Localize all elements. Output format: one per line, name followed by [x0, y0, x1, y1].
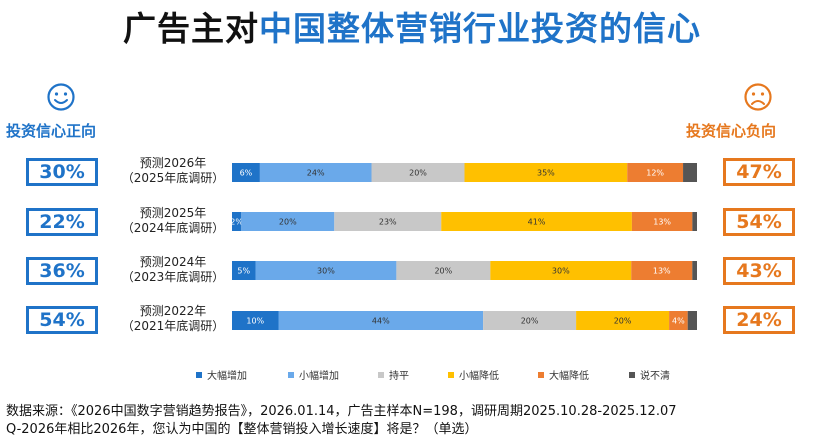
legend-item: 小幅增加	[288, 367, 339, 382]
bar-segment-label: 20%	[614, 317, 632, 326]
frowning-face-icon	[744, 83, 772, 111]
row-label: 预测2025年 （2024年底调研）	[118, 206, 228, 236]
negative-total-box: 24%	[723, 306, 795, 334]
legend-swatch	[629, 371, 635, 378]
bar-segment-label: 13%	[653, 218, 671, 227]
bar-segment	[669, 311, 688, 330]
row-label-line1: 预测2025年	[139, 206, 207, 220]
footer-source: 数据来源：《2026中国数字营销趋势报告》，2026.01.14，广告主样本N=…	[6, 404, 677, 419]
row-label-line1: 预测2024年	[139, 255, 207, 269]
title-part-1: 广告主对	[123, 9, 259, 48]
legend-item: 持平	[378, 367, 409, 382]
row-label-line1: 预测2026年	[139, 156, 207, 170]
positive-total-box: 30%	[26, 158, 98, 186]
bar-segment	[576, 311, 670, 330]
row-label: 预测2022年 （2021年底调研）	[118, 304, 228, 334]
bar-segment	[490, 261, 632, 280]
legend-item: 小幅降低	[448, 367, 499, 382]
bar-segment	[232, 212, 242, 231]
bar-segment	[259, 163, 372, 182]
bar-segment-label: 20%	[409, 169, 427, 178]
bar-segment-label: 10%	[246, 317, 264, 326]
bar-segment	[232, 261, 256, 280]
legend-label: 大幅降低	[549, 371, 589, 382]
bar-segment	[232, 163, 260, 182]
negative-total-box: 43%	[723, 257, 795, 285]
negative-total-box: 47%	[723, 158, 795, 186]
bar-segment	[464, 163, 628, 182]
legend-label: 持平	[389, 371, 409, 382]
bar-segment-label: 30%	[552, 267, 570, 276]
legend-swatch	[196, 371, 202, 378]
legend-swatch	[288, 371, 294, 378]
legend-label: 小幅增加	[299, 371, 339, 382]
bar-segment-label: 23%	[379, 218, 397, 227]
bar-segment-label: 20%	[434, 267, 452, 276]
bar-segment-label: 20%	[279, 218, 297, 227]
row-label-line1: 预测2022年	[139, 304, 207, 318]
bar-segment-label: 6%	[240, 169, 253, 178]
bar-segment	[683, 163, 697, 182]
bar-segment-label: 2%	[230, 218, 243, 227]
bar-segment	[627, 163, 684, 182]
legend-swatch	[538, 371, 544, 378]
bar-segment	[241, 212, 335, 231]
negative-total-box: 54%	[723, 208, 795, 236]
bar-segment	[687, 311, 697, 330]
row-label-line2: （2021年底调研）	[121, 319, 225, 333]
bar-segment-label: 5%	[237, 267, 250, 276]
bar-segment	[255, 261, 397, 280]
row-label: 预测2026年 （2025年底调研）	[118, 156, 228, 186]
bar-segment	[631, 261, 693, 280]
bar-segment	[278, 311, 484, 330]
legend-swatch	[378, 371, 384, 378]
bar-segment-label: 41%	[528, 218, 546, 227]
bar-segment-label: 4%	[672, 317, 685, 326]
bar-segment-label: 13%	[653, 267, 671, 276]
legend-item: 大幅增加	[196, 367, 247, 382]
bar-segment	[232, 311, 279, 330]
title-part-2: 中国整体营销行业投资的信心	[259, 9, 701, 48]
positive-total-box: 22%	[26, 208, 98, 236]
bar-segment	[371, 163, 465, 182]
bar-segment	[396, 261, 491, 280]
legend-label: 大幅增加	[207, 371, 247, 382]
bar-segment-label: 20%	[521, 317, 539, 326]
bar-segment	[692, 212, 697, 231]
positive-total-box: 36%	[26, 257, 98, 285]
bar-segment-label: 24%	[307, 169, 325, 178]
bar-segment-label: 30%	[317, 267, 335, 276]
page-title: 广告主对中国整体营销行业投资的信心	[0, 2, 824, 50]
negative-label: 投资信心负向	[686, 122, 777, 140]
smiley-face-icon	[47, 83, 75, 111]
legend-item: 大幅降低	[538, 367, 589, 382]
row-label: 预测2024年 （2023年底调研）	[118, 255, 228, 285]
bar-segment	[692, 261, 697, 280]
bar-segment-label: 44%	[372, 317, 390, 326]
bar-segment	[334, 212, 442, 231]
row-label-line2: （2023年底调研）	[121, 270, 225, 284]
positive-total-box: 54%	[26, 306, 98, 334]
row-label-line2: （2024年底调研）	[121, 221, 225, 235]
bar-segment	[483, 311, 577, 330]
bar-segment-label: 12%	[646, 169, 664, 178]
legend-swatch	[448, 371, 454, 378]
bar-segment-label: 35%	[537, 169, 555, 178]
footer-question: Q-2026年相比2026年，您认为中国的【整体营销投入增长速度】将是？（单选）	[6, 422, 478, 437]
bar-segment	[441, 212, 632, 231]
legend-label: 小幅降低	[459, 371, 499, 382]
legend-label: 说不清	[640, 371, 670, 382]
row-label-line2: （2025年底调研）	[121, 171, 225, 185]
bar-segment	[631, 212, 693, 231]
legend-item: 说不清	[629, 367, 670, 382]
positive-label: 投资信心正向	[6, 122, 97, 140]
